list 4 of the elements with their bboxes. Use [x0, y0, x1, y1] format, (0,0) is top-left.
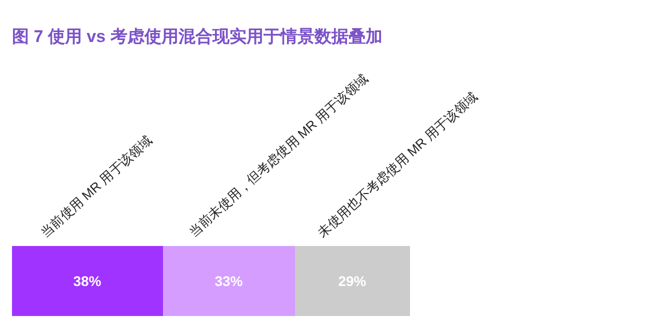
data-label: 38%: [73, 273, 102, 289]
text: 当前使用 MR 用于该领域: [38, 132, 155, 240]
data-label: 33%: [214, 273, 244, 289]
chart-title: 图 7 使用 vs 考虑使用混合现实用于情景数据叠加: [12, 26, 382, 46]
